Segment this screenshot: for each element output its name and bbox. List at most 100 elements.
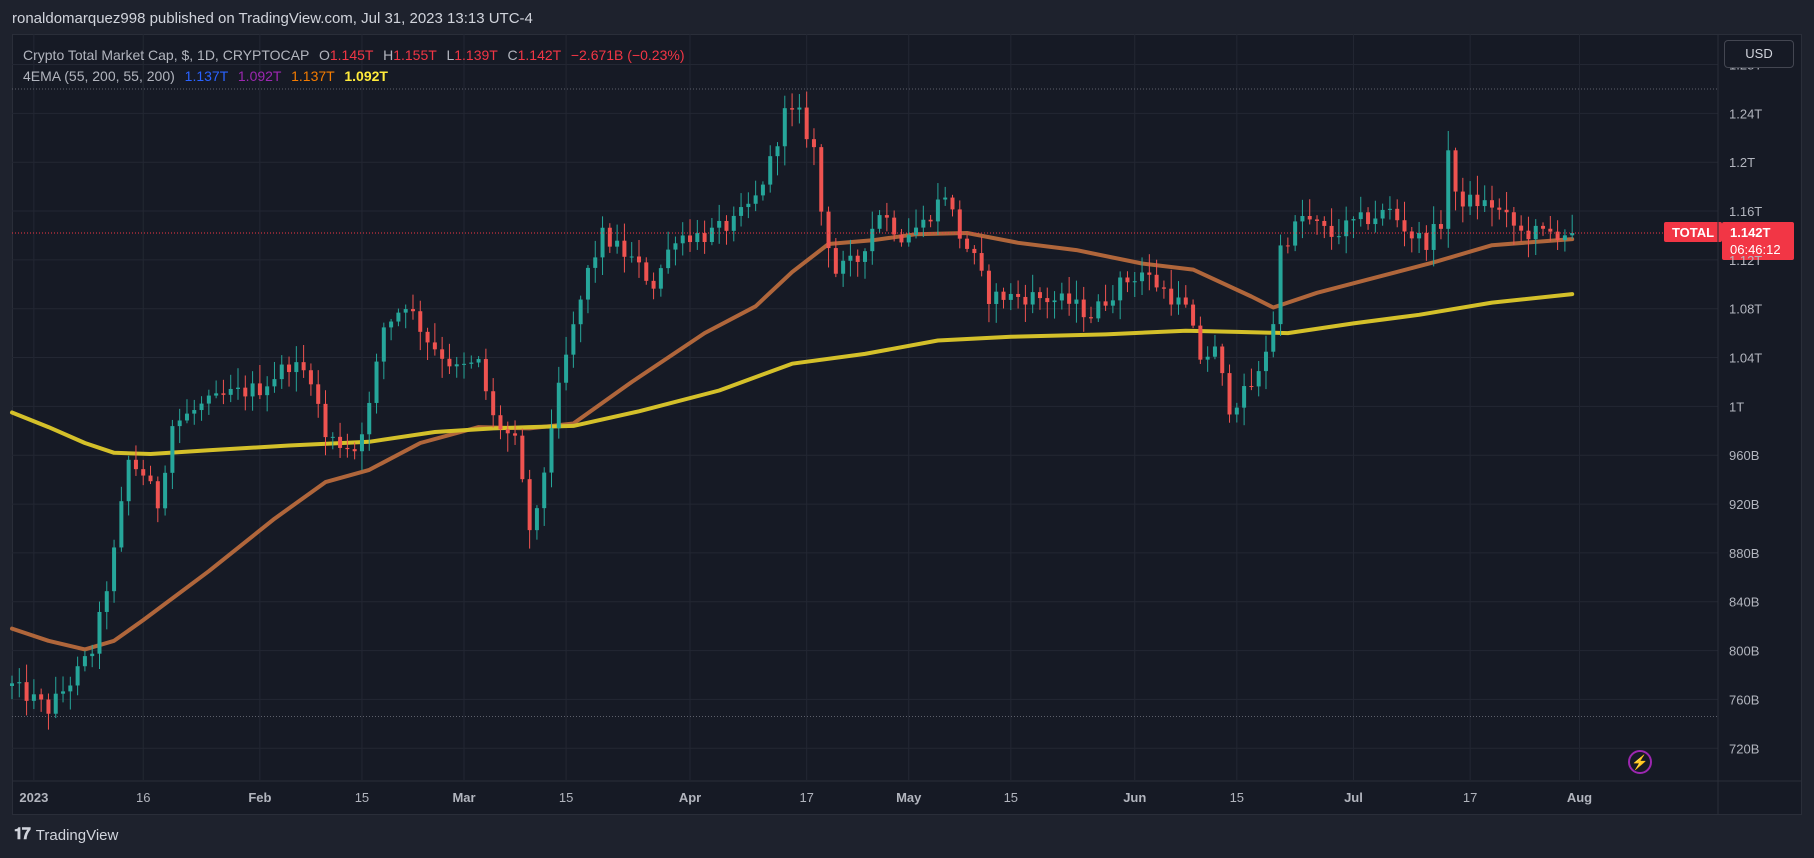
candle-body [75, 666, 80, 686]
candle-body [702, 233, 707, 242]
candle [892, 210, 897, 242]
candle [53, 676, 58, 719]
candle-body [666, 249, 671, 269]
candle [1045, 287, 1050, 319]
candle [702, 220, 707, 254]
candle-body [1147, 272, 1152, 275]
tradingview-brand[interactable]: 𝟏𝟕 TradingView [14, 826, 118, 844]
candle [928, 214, 933, 228]
symbol-legend-row[interactable]: Crypto Total Market Cap, $, 1D, CRYPTOCA… [23, 45, 684, 66]
candle [126, 455, 131, 516]
candle-body [1191, 304, 1196, 326]
currency-button[interactable]: USD [1724, 40, 1794, 68]
candle-body [1387, 208, 1392, 210]
candle-body [1045, 298, 1050, 303]
ema-line-ema-200 [10, 292, 1575, 456]
candle [396, 308, 401, 327]
candle [1489, 185, 1494, 227]
candle [199, 396, 204, 421]
candle [1562, 229, 1567, 252]
candle-body [724, 220, 729, 231]
candle [243, 375, 248, 411]
candle-body [644, 262, 649, 281]
candle [1023, 284, 1028, 322]
candle [367, 391, 372, 451]
candle-body [775, 146, 780, 157]
price-tick-label: 1.2T [1729, 155, 1755, 170]
candle-body [790, 108, 795, 110]
lightning-icon[interactable]: ⚡ [1628, 750, 1652, 774]
candle [1183, 285, 1188, 308]
candle [1453, 147, 1458, 211]
candle [513, 420, 518, 445]
candle-body [1059, 293, 1064, 301]
candle-body [593, 257, 598, 268]
candle-body [265, 386, 270, 396]
candle-body [906, 235, 911, 243]
indicator-legend-row[interactable]: 4EMA (55, 200, 55, 200) 1.137T 1.092T 1.… [23, 66, 684, 87]
candle [1519, 215, 1524, 242]
candle [1198, 316, 1203, 364]
candle [1460, 177, 1465, 223]
candle-body [1256, 371, 1261, 387]
candle [287, 356, 292, 387]
candle [447, 343, 452, 374]
candle [564, 336, 569, 391]
candle-body [104, 591, 109, 612]
last-price-line: TOTAL 1.142T 06:46:12 [12, 222, 1794, 261]
candle-body [403, 309, 408, 313]
candle-body [1475, 194, 1480, 207]
candle-body [126, 459, 131, 502]
candle-body [316, 384, 321, 404]
candle-body [520, 435, 525, 480]
candle-body [1511, 212, 1516, 226]
candle-body [1468, 194, 1473, 207]
candle [148, 465, 153, 485]
candle-body [1366, 212, 1371, 225]
candle-body [1446, 150, 1451, 229]
candle [1220, 343, 1225, 386]
candle [658, 264, 663, 297]
candle-body [184, 413, 189, 421]
candle [585, 265, 590, 314]
candle-body [556, 382, 561, 429]
candle-body [935, 199, 940, 222]
open-label: O [318, 47, 330, 63]
candle [1351, 216, 1356, 239]
candle-body [1555, 231, 1560, 241]
top-bar: ronaldomarquez998 published on TradingVi… [0, 0, 1814, 34]
candle [1315, 215, 1320, 235]
candle [352, 442, 357, 460]
candle-body [1118, 277, 1123, 301]
candle [746, 192, 751, 219]
candle-body [491, 391, 496, 416]
candle [301, 345, 306, 378]
candle-body [797, 107, 802, 110]
published-caption: ronaldomarquez998 published on TradingVi… [12, 10, 533, 27]
candle [556, 366, 561, 439]
candle [1191, 299, 1196, 329]
candle [228, 374, 233, 403]
candle [1030, 274, 1035, 314]
candle-body [192, 410, 197, 414]
candle-body [476, 359, 481, 363]
candle [1074, 280, 1079, 323]
candle-body [892, 217, 897, 235]
candle [1438, 210, 1443, 240]
candle-body [228, 388, 233, 395]
chart-pane[interactable] [12, 34, 1802, 815]
candle-body [46, 699, 51, 714]
candles [10, 91, 1575, 730]
candle [972, 245, 977, 265]
candle-body [10, 683, 14, 686]
candle-body [943, 197, 948, 200]
candle [476, 356, 481, 368]
candle [607, 223, 612, 253]
candle-body [17, 682, 22, 684]
candle-body [1541, 225, 1546, 229]
candle-body [534, 508, 539, 531]
candle [184, 399, 189, 424]
candle-body [396, 312, 401, 322]
candle [1161, 280, 1166, 299]
